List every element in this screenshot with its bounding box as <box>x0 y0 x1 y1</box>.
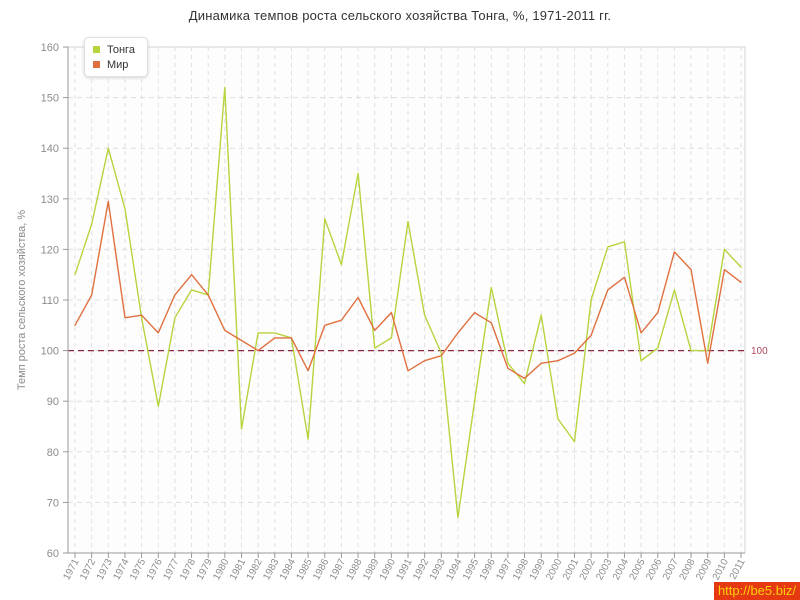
svg-text:100: 100 <box>41 346 59 358</box>
y-axis-title: Темп роста сельского хозяйства, % <box>16 210 28 391</box>
legend-swatch-icon <box>93 46 100 53</box>
svg-text:140: 140 <box>41 143 59 155</box>
svg-text:2010: 2010 <box>711 557 731 582</box>
chart-title: Динамика темпов роста сельского хозяйств… <box>188 8 612 23</box>
legend-item: Мир <box>93 57 135 72</box>
reference-line-label: 100 <box>751 346 768 357</box>
svg-text:160: 160 <box>41 42 59 54</box>
x-tick-labels: 1971197219731974197519761977197819791980… <box>61 557 747 582</box>
svg-text:130: 130 <box>41 194 59 206</box>
svg-text:60: 60 <box>47 548 59 560</box>
svg-text:110: 110 <box>41 295 59 307</box>
svg-text:120: 120 <box>41 244 59 256</box>
legend: Тонга Мир <box>84 37 148 77</box>
y-tick-labels: 60 70 80 90 100 110 120 130 140 150 160 <box>41 42 59 560</box>
series-line-1 <box>74 200 742 380</box>
svg-text:70: 70 <box>47 497 59 509</box>
svg-text:2011: 2011 <box>728 557 748 582</box>
svg-text:80: 80 <box>47 447 59 459</box>
legend-swatch-icon <box>93 61 100 68</box>
svg-text:90: 90 <box>47 396 59 408</box>
svg-text:150: 150 <box>41 93 59 105</box>
legend-label: Тонга <box>107 43 135 56</box>
legend-label: Мир <box>107 58 129 71</box>
axes <box>63 46 745 558</box>
watermark-link[interactable]: http://be5.biz/ <box>713 582 800 600</box>
legend-item: Тонга <box>93 42 135 57</box>
series-line-0 <box>74 86 742 519</box>
